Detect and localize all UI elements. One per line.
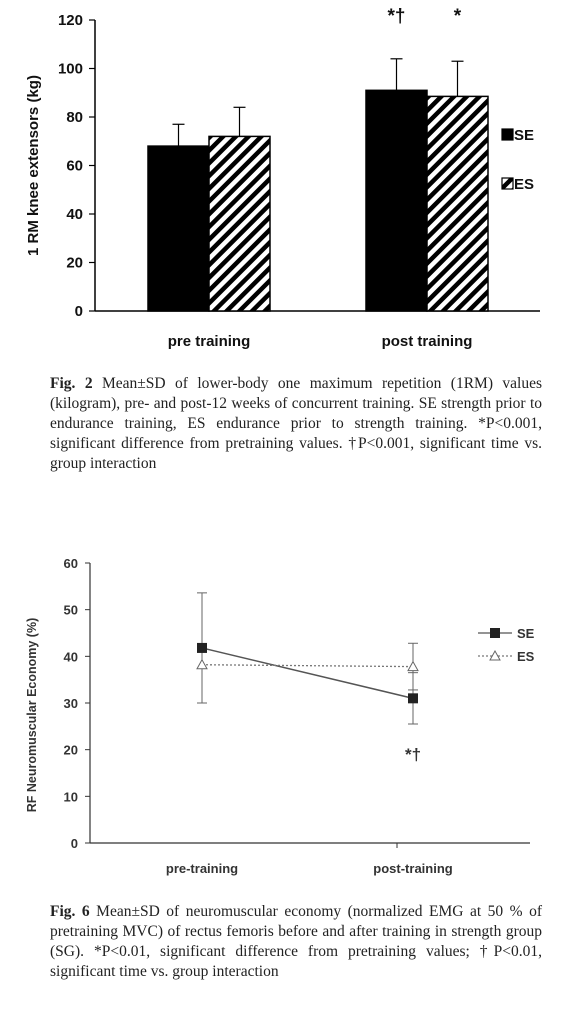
- y-tick-label: 60: [66, 158, 83, 175]
- data-point-se: [408, 693, 418, 704]
- series-line-se: [201, 647, 414, 700]
- y-axis-label: 1 RM knee extensors (kg): [25, 75, 42, 256]
- data-point-se: [197, 642, 207, 653]
- bar-es: [426, 95, 489, 312]
- y-tick-label: 40: [66, 206, 83, 223]
- figure-6-caption-text: Mean±SD of neuromuscular economy (normal…: [50, 903, 543, 980]
- bar-se: [365, 89, 428, 312]
- bar-chart: 0 20 40 60 80 100 120 1 RM knee extensors (kg) p…: [25, 6, 540, 350]
- figure-2-caption-label: Fig. 2: [50, 375, 93, 392]
- figure-2-caption: Fig. 2 Mean±SD of lower-body one maximum…: [50, 374, 542, 474]
- legend-swatch-es: [501, 177, 514, 190]
- bar-es: [208, 135, 271, 312]
- y-tick-label: 80: [66, 109, 83, 126]
- x-tick-label: post training: [382, 333, 473, 350]
- figure-6-caption: Fig. 6 Mean±SD of neuromuscular economy …: [50, 902, 542, 982]
- y-tick-label: 40: [64, 649, 78, 664]
- y-tick-label: 20: [66, 255, 83, 272]
- legend-label: ES: [514, 176, 534, 193]
- bar-se: [147, 145, 210, 312]
- legend-label: ES: [517, 649, 535, 664]
- figure-2-caption-text: Mean±SD of lower-body one maximum repeti…: [50, 375, 543, 472]
- x-tick-label: pre-training: [166, 861, 238, 876]
- y-tick-label: 30: [64, 696, 78, 711]
- significance-marker: *: [454, 6, 462, 27]
- legend-swatch-se: [501, 128, 514, 141]
- legend-marker-se: [490, 628, 500, 638]
- y-tick-label: 0: [71, 836, 78, 851]
- y-tick-label: 10: [64, 789, 78, 804]
- y-tick-label: 60: [64, 556, 78, 571]
- significance-marker: *†: [388, 6, 406, 27]
- significance-marker: *†: [405, 745, 421, 764]
- y-tick-label: 120: [58, 12, 83, 29]
- legend-marker-es: [489, 649, 501, 661]
- y-tick-label: 20: [64, 743, 78, 758]
- figure-6-caption-label: Fig. 6: [50, 903, 90, 920]
- legend-label: SE: [517, 626, 535, 641]
- y-axis-label: RF Neuromuscular Economy (%): [25, 618, 39, 812]
- x-tick-label: pre training: [168, 333, 251, 350]
- series-line-es: [201, 664, 414, 668]
- y-tick-label: 50: [64, 603, 78, 618]
- data-point-es: [407, 660, 419, 672]
- y-tick-label: 0: [75, 303, 83, 320]
- x-tick-label: post-training: [373, 861, 452, 876]
- y-tick-label: 100: [58, 61, 83, 78]
- data-point-es: [196, 658, 208, 670]
- legend-label: SE: [514, 127, 534, 144]
- line-chart: 0 10 20 30 40 50 60 RF Neuromuscular Economy (%…: [25, 556, 535, 876]
- figure-6-chart: 0 10 20 30 40 50 60 RF Neuromuscular Economy (%…: [0, 548, 570, 900]
- figure-2-chart: 0 20 40 60 80 100 120 1 RM knee extensors (kg) p…: [0, 0, 570, 372]
